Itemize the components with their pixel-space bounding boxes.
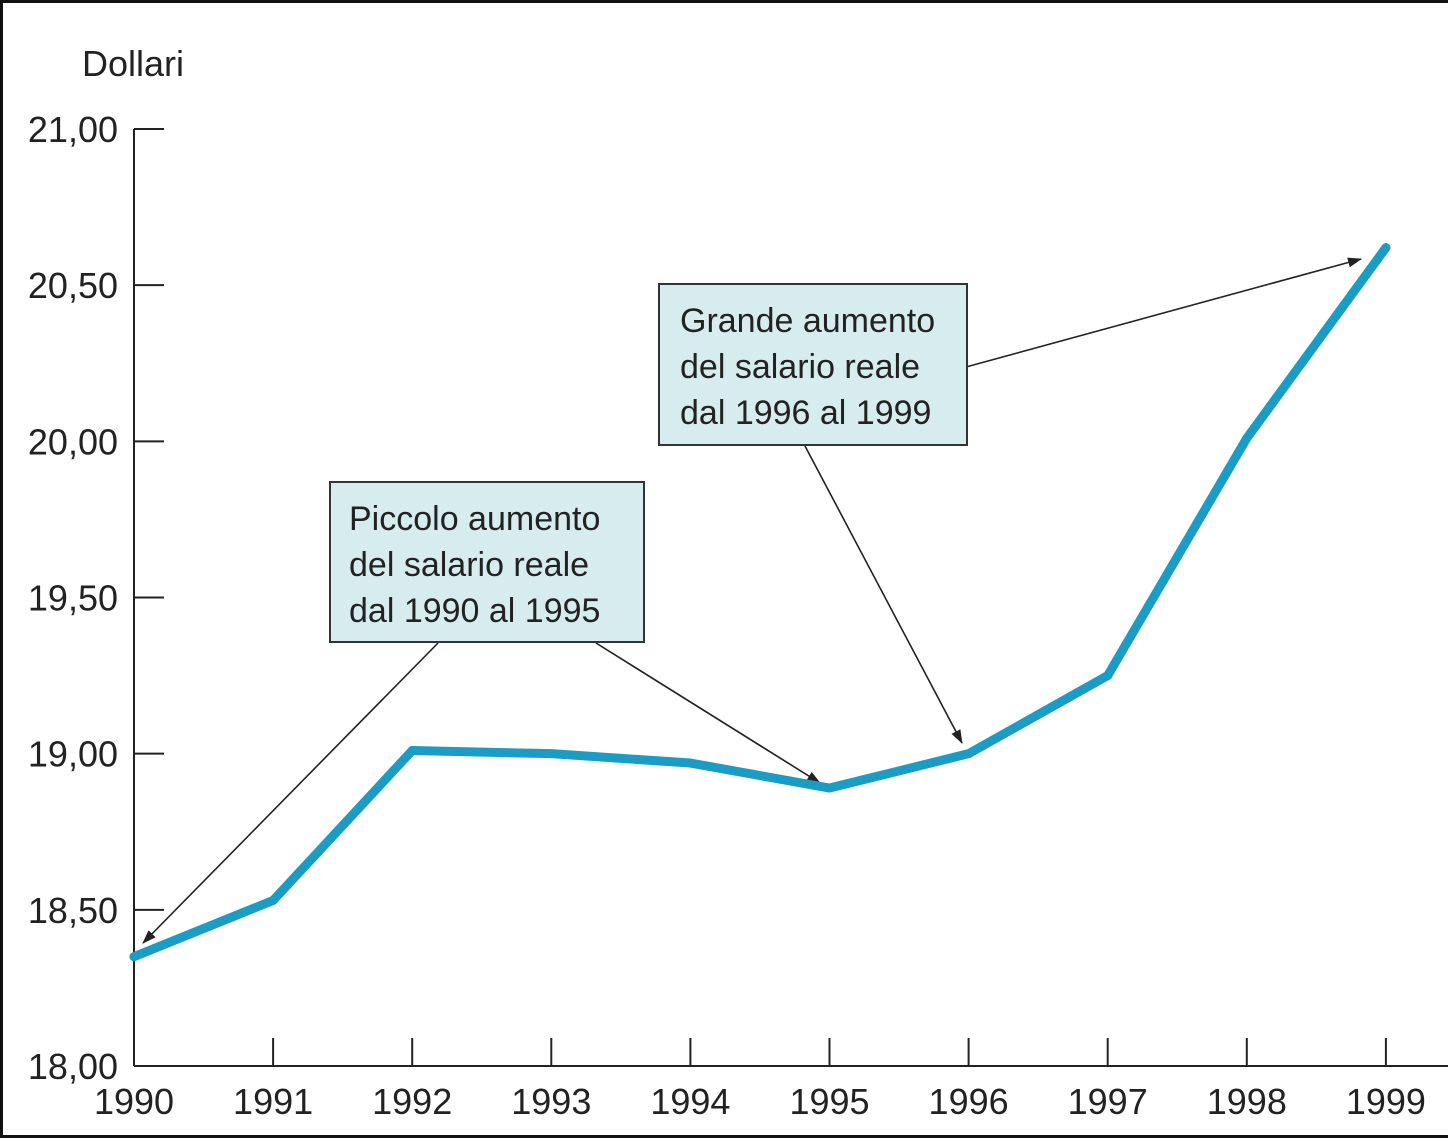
annotation-line: Piccolo aumento	[349, 500, 600, 538]
data-point-1995	[825, 783, 834, 793]
data-point-1999	[1381, 243, 1391, 253]
x-tick-label: 1990	[94, 1081, 174, 1122]
x-tick-label: 1992	[372, 1081, 452, 1122]
y-tick-label: 18,00	[28, 1046, 118, 1087]
y-tick-label: 19,00	[28, 734, 118, 775]
x-tick-label: 1991	[233, 1081, 313, 1122]
annotation-line: dal 1990 al 1995	[349, 592, 600, 630]
y-tick-label: 19,50	[28, 578, 118, 619]
annotation-arrow-1990	[142, 642, 439, 944]
annotation-small-increase: Piccolo aumento del salario reale dal 19…	[329, 481, 645, 643]
y-tick-label: 18,50	[28, 890, 118, 931]
data-point-1990	[129, 952, 139, 962]
data-point-1996	[964, 749, 974, 759]
y-tick-label: 21,00	[28, 109, 118, 150]
annotation-large-increase: Grande aumento del salario reale dal 199…	[658, 283, 968, 446]
x-tick-label: 1997	[1068, 1081, 1148, 1122]
x-tick-label: 1996	[929, 1081, 1009, 1122]
data-point-1998	[1242, 433, 1252, 443]
series-line	[129, 243, 1391, 962]
x-tick-label: 1998	[1207, 1081, 1287, 1122]
series-layer	[129, 243, 1391, 962]
annotation-line: dal 1996 al 1999	[680, 394, 931, 432]
y-axis-label: Dollari	[82, 43, 184, 84]
annotation-arrow-1995	[595, 642, 821, 784]
annotation-line: Grande aumento	[680, 302, 935, 340]
data-point-1993	[546, 749, 556, 759]
annotation-box	[329, 481, 645, 643]
y-tick-label: 20,50	[28, 265, 118, 306]
annotation-line: del salario reale	[349, 546, 589, 584]
x-tick-label: 1994	[650, 1081, 730, 1122]
y-axis: 18,00 18,50 19,00 19,50 20,00 20,50 21,00	[28, 109, 164, 1087]
y-tick-label: 20,00	[28, 421, 118, 462]
data-point-1994	[685, 758, 695, 768]
annotation-box	[658, 283, 968, 446]
annotation-arrow-1996	[804, 445, 963, 744]
x-tick-label: 1999	[1346, 1081, 1426, 1122]
annotations: Piccolo aumento del salario reale dal 19…	[142, 257, 1362, 944]
x-tick-label: 1995	[789, 1081, 869, 1122]
annotation-line: del salario reale	[680, 348, 920, 386]
annotation-arrow-1999	[965, 257, 1362, 368]
data-point-1997	[1103, 671, 1113, 681]
x-tick-label: 1993	[511, 1081, 591, 1122]
data-point-1991	[268, 895, 278, 905]
data-point-1992	[407, 746, 417, 756]
x-axis: 1990 1991 1992 1993 1994 1995 1996 1997 1998 1999	[94, 1038, 1448, 1122]
